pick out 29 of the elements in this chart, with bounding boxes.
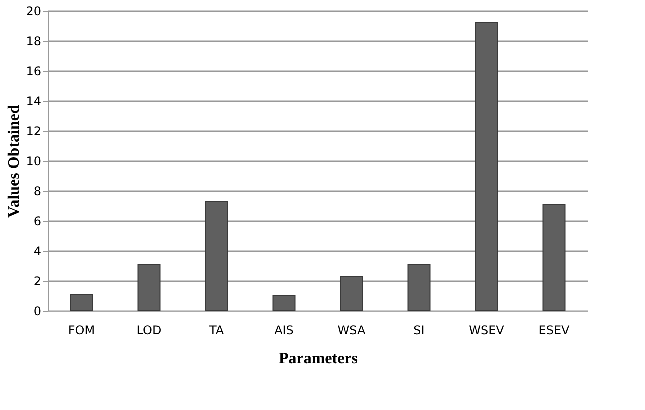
y-tick-label: 12 (26, 124, 42, 138)
y-tick-label: 10 (26, 154, 42, 168)
x-tick-label: WSA (338, 324, 366, 338)
x-tick-label: ESEV (538, 324, 571, 338)
x-tick-label: FOM (68, 324, 96, 338)
y-axis-title: Values Obtained (6, 105, 24, 218)
y-tick-label: 8 (34, 184, 42, 198)
x-tick-label: WSEV (469, 324, 506, 338)
x-tick-label: TA (208, 324, 225, 338)
bar (542, 204, 566, 312)
x-axis-title: Parameters (278, 350, 358, 368)
bar (340, 276, 364, 312)
bar (70, 294, 94, 312)
y-tick-label: 6 (34, 214, 42, 228)
y-tick-label: 18 (26, 34, 42, 48)
y-tick-label: 14 (26, 94, 42, 108)
bar (138, 264, 161, 312)
bar (272, 296, 296, 312)
y-tick-label: 16 (26, 64, 42, 78)
y-tick-label: 0 (34, 304, 42, 318)
y-tick-label: 2 (34, 274, 42, 288)
x-tick-label: LOD (136, 324, 162, 338)
y-tick-label: 4 (34, 244, 42, 258)
bar (475, 22, 498, 312)
x-tick-label: SI (414, 324, 425, 338)
bar (408, 264, 431, 312)
y-tick-label: 20 (26, 4, 42, 18)
bar (205, 201, 228, 312)
x-tick-label: AIS (274, 324, 294, 338)
